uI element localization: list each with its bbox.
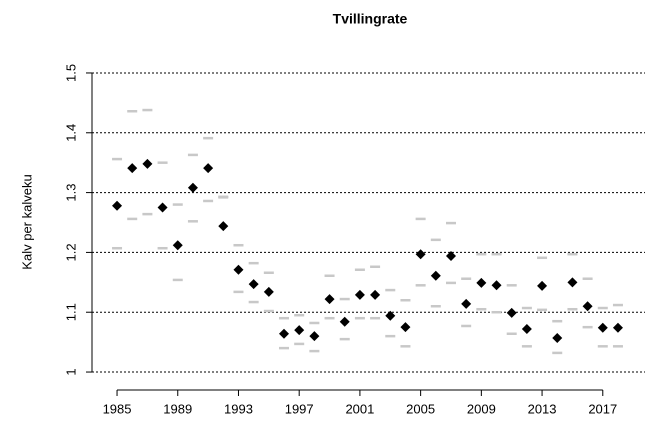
point	[476, 277, 487, 288]
point	[112, 200, 123, 211]
point	[127, 163, 138, 174]
point	[248, 279, 259, 290]
point	[339, 316, 350, 327]
x-tick-label: 1985	[103, 401, 132, 416]
point	[279, 328, 290, 339]
chart-title: Tvillingrate	[333, 11, 408, 27]
point	[187, 182, 198, 193]
y-tick-label: 1.5	[63, 64, 78, 82]
point	[582, 301, 593, 312]
point	[521, 323, 532, 334]
point	[294, 325, 305, 336]
point	[445, 250, 456, 261]
x-tick-label: 2013	[528, 401, 557, 416]
point	[415, 249, 426, 260]
y-tick-label: 1	[63, 368, 78, 375]
x-tick-label: 2009	[467, 401, 496, 416]
point	[203, 163, 214, 174]
x-tick-label: 1989	[163, 401, 192, 416]
point	[233, 264, 244, 275]
y-tick-label: 1.1	[63, 303, 78, 321]
y-axis-label: Kalv per kalveku	[19, 174, 34, 269]
point	[218, 221, 229, 232]
point	[354, 289, 365, 300]
point	[567, 277, 578, 288]
point	[597, 322, 608, 333]
y-tick-label: 1.2	[63, 243, 78, 261]
point	[263, 286, 274, 297]
y-tick-label: 1.4	[63, 124, 78, 142]
point	[461, 298, 472, 309]
point	[157, 202, 168, 213]
x-tick-label: 1993	[224, 401, 253, 416]
x-tick-label: 2017	[588, 401, 617, 416]
x-tick-label: 2005	[406, 401, 435, 416]
point	[537, 280, 548, 291]
x-tick-label: 1997	[285, 401, 314, 416]
point	[324, 294, 335, 305]
point	[142, 158, 153, 169]
x-tick-label: 2001	[345, 401, 374, 416]
y-tick-label: 1.3	[63, 184, 78, 202]
point	[309, 331, 320, 342]
point	[506, 307, 517, 318]
point	[552, 332, 563, 343]
point	[172, 240, 183, 251]
point	[385, 310, 396, 321]
point	[612, 322, 623, 333]
point	[491, 280, 502, 291]
point	[400, 322, 411, 333]
point	[370, 289, 381, 300]
point	[430, 270, 441, 281]
